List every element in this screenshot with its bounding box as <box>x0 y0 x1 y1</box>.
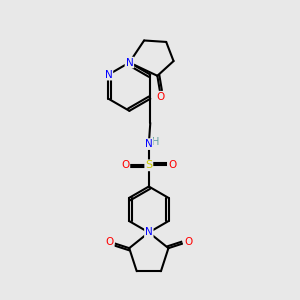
Text: N: N <box>145 227 153 237</box>
Text: O: O <box>168 160 176 170</box>
Text: O: O <box>121 160 129 170</box>
Text: S: S <box>145 160 152 170</box>
Text: O: O <box>106 237 114 247</box>
Text: O: O <box>157 92 165 102</box>
Text: N: N <box>125 58 133 68</box>
Text: O: O <box>184 237 192 247</box>
Text: H: H <box>152 137 159 147</box>
Text: N: N <box>105 70 112 80</box>
Text: N: N <box>145 139 153 149</box>
